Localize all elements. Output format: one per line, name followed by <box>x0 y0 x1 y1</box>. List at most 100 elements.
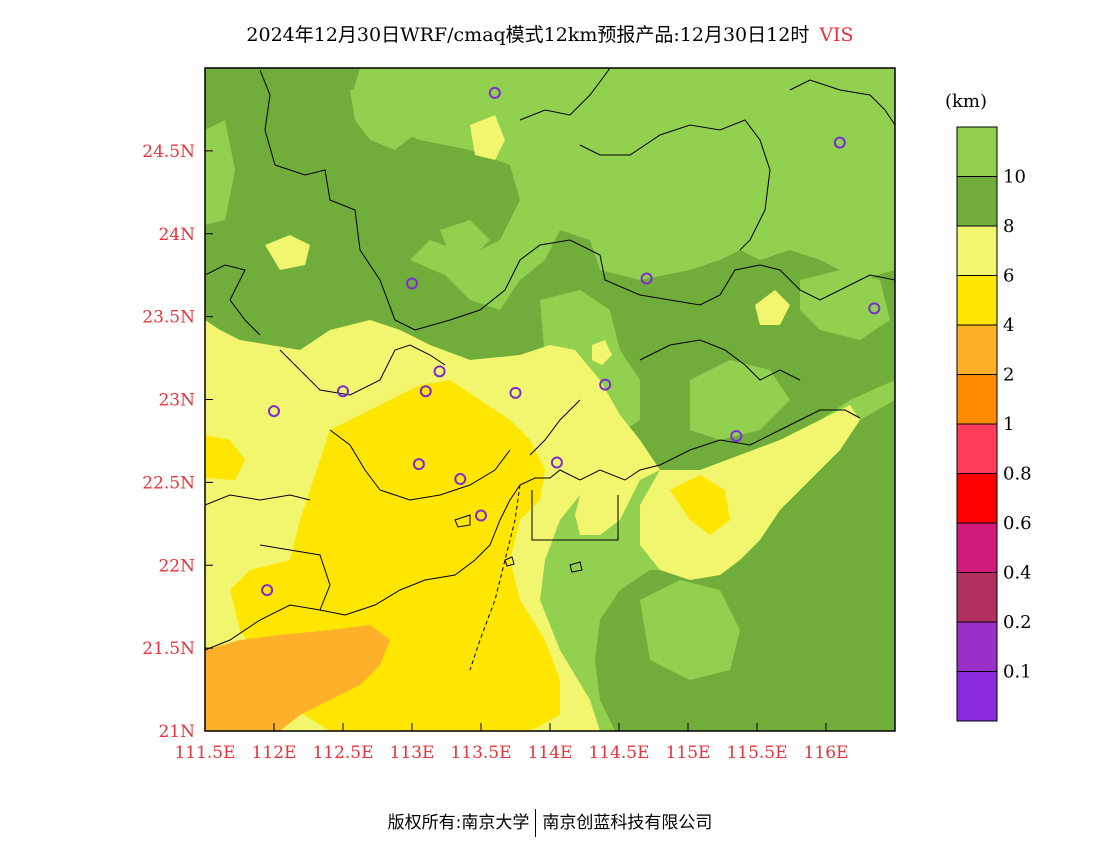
colorbar-label: 0.4 <box>1003 563 1032 584</box>
island-shape-2 <box>504 556 515 567</box>
station-marker <box>550 456 563 469</box>
station-marker <box>488 86 501 99</box>
colorbar-bin <box>956 225 998 276</box>
county-border-3 <box>329 429 511 501</box>
y-tick-label: 22N <box>158 556 195 576</box>
station-marker <box>833 136 846 149</box>
colorbar-bin <box>956 671 998 722</box>
colorbar-label: 0.2 <box>1003 612 1032 633</box>
station-marker <box>268 405 280 418</box>
vis-patch-4to6-west <box>205 435 245 480</box>
station-marker <box>599 378 612 391</box>
vis-island-east-3 <box>800 270 890 340</box>
vis-patch-4to6-east <box>670 475 730 535</box>
vis-patch-6to8-north <box>470 115 505 160</box>
station-marker <box>261 584 274 597</box>
coastline <box>205 409 861 651</box>
title-variable: VIS <box>819 24 854 46</box>
vis-island-north-2 <box>440 220 490 260</box>
y-tick-label: 21N <box>158 722 195 742</box>
x-tick-label: 114E <box>528 743 573 763</box>
colorbar-label: 2 <box>1003 365 1014 386</box>
vis-patch-6to8-center <box>592 340 612 365</box>
colorbar-label: 1 <box>1003 414 1014 435</box>
x-tick-label: 115E <box>666 743 711 763</box>
station-marker <box>475 509 487 522</box>
colorbar-label: 0.6 <box>1003 513 1032 534</box>
station-marker <box>509 386 522 399</box>
map-title: 2024年12月30日WRF/cmaq模式12km预报产品:12月30日12时 V… <box>0 20 1100 47</box>
colorbar-label: 8 <box>1003 216 1014 237</box>
colorbar-label: 4 <box>1003 315 1014 336</box>
river-line <box>469 484 521 671</box>
vis-patch-6to8-east <box>755 290 790 325</box>
colorbar-unit: (km) <box>945 91 987 112</box>
province-border-north <box>259 69 895 331</box>
colorbar-bin <box>956 374 998 425</box>
x-tick-label: 112E <box>252 743 297 763</box>
county-border-8 <box>529 399 581 456</box>
y-tick-label: 23N <box>158 391 195 411</box>
station-marker <box>868 302 881 315</box>
colorbar-bin <box>956 324 998 375</box>
station-markers <box>261 86 881 597</box>
station-marker <box>433 365 446 378</box>
y-tick-label: 24.5N <box>142 142 195 162</box>
vis-island-southeast <box>640 580 740 680</box>
county-border-4 <box>519 68 611 121</box>
county-border-9 <box>205 494 311 506</box>
colorbar-label: 6 <box>1003 266 1014 287</box>
x-tick-label: 116E <box>804 743 849 763</box>
y-axis: 21N 21.5N 22N 22.5N 23N 23.5N 24N 24.5N <box>142 142 213 742</box>
y-tick-label: 22.5N <box>142 473 195 493</box>
vis-patch-6to8-west <box>265 235 310 270</box>
station-marker <box>454 473 467 486</box>
station-marker <box>412 458 425 471</box>
vis-band-2to4 <box>205 625 390 731</box>
station-marker <box>406 277 418 290</box>
vis-island-west <box>205 120 235 225</box>
county-border-5 <box>579 119 771 251</box>
footer: 版权所有:南京大学 南京创蓝科技有限公司 <box>0 808 1100 837</box>
county-border-7 <box>639 339 801 381</box>
vis-island-north-1 <box>350 85 420 150</box>
visibility-field <box>205 68 895 731</box>
boundaries <box>205 68 895 671</box>
colorbar-bin <box>956 176 998 227</box>
island-shape-1 <box>454 514 471 528</box>
y-tick-label: 24N <box>158 225 195 245</box>
colorbar-bin <box>956 522 998 573</box>
station-marker <box>419 385 432 398</box>
island-shape-3 <box>569 561 583 573</box>
vis-band-6to8-coast <box>640 405 860 580</box>
county-border-1 <box>205 264 261 336</box>
x-axis: 111.5E 112E 112.5E 113E 113.5E 114E 114.5E 115E… <box>174 723 848 763</box>
colorbar-bin <box>956 473 998 524</box>
footer-left: 版权所有:南京大学 <box>387 813 530 833</box>
colorbar-bin <box>956 126 998 177</box>
x-tick-label: 112.5E <box>312 743 373 763</box>
x-tick-label: 111.5E <box>174 743 235 763</box>
colorbar-bin <box>956 621 998 672</box>
y-tick-label: 23.5N <box>142 308 195 328</box>
station-marker <box>337 385 349 398</box>
x-tick-label: 113.5E <box>450 743 511 763</box>
x-tick-label: 113E <box>390 743 435 763</box>
y-tick-label: 21.5N <box>142 639 195 659</box>
colorbar: (km) 10 8 6 4 2 1 0.8 0.6 0.4 0.2 0.1 <box>945 91 1032 722</box>
county-border-2 <box>279 344 446 396</box>
title-text: 2024年12月30日WRF/cmaq模式12km预报产品:12月30日12时 <box>246 24 810 46</box>
x-tick-label: 115.5E <box>726 743 787 763</box>
colorbar-bin <box>956 275 998 326</box>
x-tick-label: 114.5E <box>588 743 649 763</box>
vis-island-east-2 <box>690 360 790 440</box>
county-border-10 <box>259 544 331 611</box>
colorbar-bin <box>956 572 998 623</box>
colorbar-label: 0.1 <box>1003 662 1032 683</box>
colorbar-label: 0.8 <box>1003 464 1032 485</box>
station-marker <box>640 272 653 285</box>
footer-right: 南京创蓝科技有限公司 <box>542 813 713 833</box>
station-marker <box>730 429 743 442</box>
colorbar-bin <box>956 423 998 474</box>
